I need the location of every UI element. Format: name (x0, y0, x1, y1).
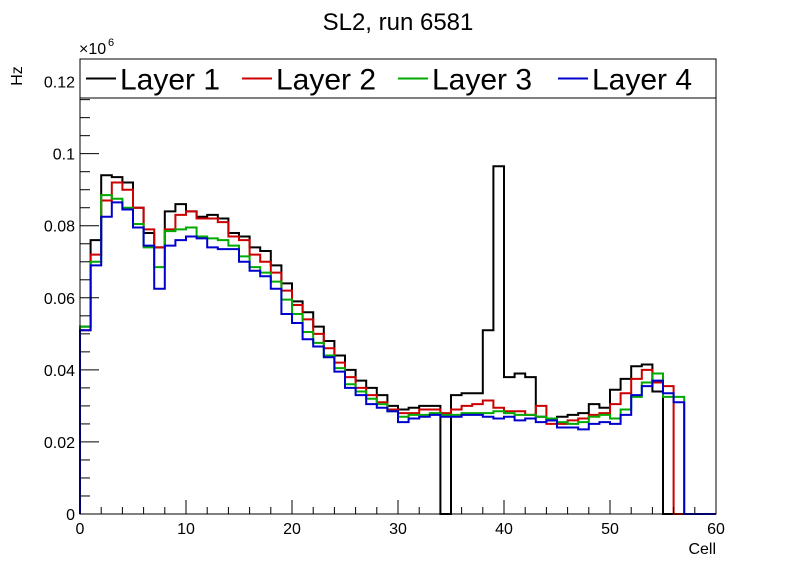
y-multiplier: ×10 (79, 41, 106, 58)
legend-label-2: Layer 2 (276, 64, 376, 97)
x-tick-label: 0 (76, 521, 85, 538)
y-exponent: 6 (108, 37, 114, 49)
y-tick-label: 0.04 (44, 363, 75, 380)
x-tick-label: 50 (601, 521, 619, 538)
series-group (79, 165, 716, 515)
y-tick-label: 0 (66, 507, 75, 524)
y-axis-label: Hz (9, 66, 26, 86)
x-axis-label: Cell (688, 541, 716, 558)
y-tick-label: 0.08 (44, 219, 75, 236)
x-tick-label: 60 (707, 521, 725, 538)
y-exponent-label: ×10 6 (79, 37, 114, 58)
series-line-4 (79, 201, 716, 515)
y-tick-label: 0.12 (44, 75, 75, 92)
chart-title: SL2, run 6581 (323, 9, 474, 36)
legend-label-3: Layer 3 (432, 64, 532, 97)
x-tick-label: 10 (177, 521, 195, 538)
legend-label-4: Layer 4 (592, 64, 692, 97)
series-line-3 (79, 194, 716, 515)
x-tick-label: 20 (283, 521, 301, 538)
x-tick-label: 30 (389, 521, 407, 538)
y-tick-label: 0.06 (44, 291, 75, 308)
legend: Layer 1 Layer 2 Layer 3 Layer 4 (79, 58, 717, 99)
legend-label-1: Layer 1 (120, 64, 220, 97)
x-tick-label: 40 (495, 521, 513, 538)
y-tick-label: 0.02 (44, 435, 75, 452)
y-tick-label: 0.1 (53, 147, 75, 164)
